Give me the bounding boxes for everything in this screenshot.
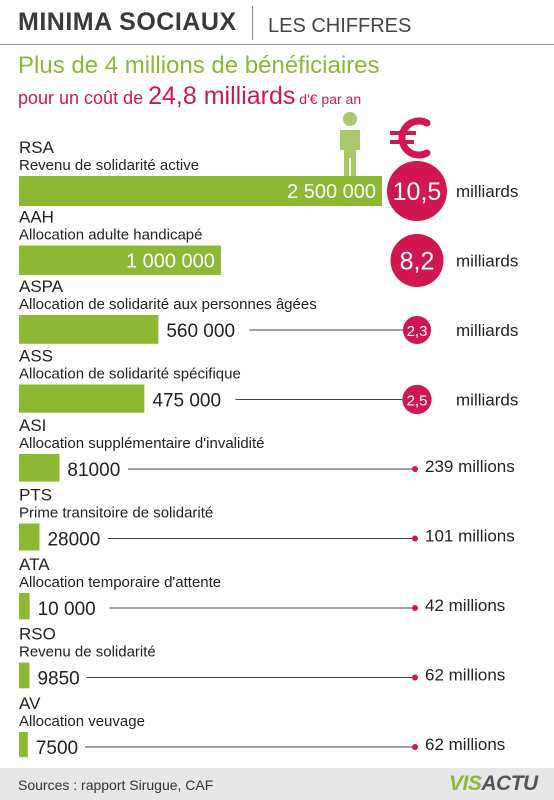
row-code-rso: RSO xyxy=(19,625,56,644)
bar-ass xyxy=(19,384,145,413)
source-note: Sources : rapport Sirugue, CAF xyxy=(18,777,214,793)
cost-value-aspa: 2,3 xyxy=(407,323,428,340)
person-icon xyxy=(340,112,360,180)
row-name-pts: Prime transitoire de solidarité xyxy=(19,505,213,522)
bar-rso xyxy=(19,662,30,689)
cost-value-ass: 2,5 xyxy=(407,393,428,410)
cost-dot-av xyxy=(412,744,418,750)
cost-unit-aah: milliards xyxy=(456,252,518,271)
count-label-ata: 10 000 xyxy=(38,599,96,620)
cost-dot-asi xyxy=(412,466,418,472)
count-label-aspa: 560 000 xyxy=(166,321,235,342)
cost-unit-aspa: milliards xyxy=(456,321,518,340)
cost-value-asi: 239 millions xyxy=(425,457,515,476)
header-separator xyxy=(252,6,253,40)
count-label-rso: 9850 xyxy=(37,669,79,690)
page-title: MINIMA SOCIAUX xyxy=(18,8,237,36)
bar-av xyxy=(19,732,28,758)
cost-unit-ass: milliards xyxy=(456,391,518,410)
footer: Sources : rapport Sirugue, CAF VISACTU xyxy=(0,768,554,800)
count-label-ass: 475 000 xyxy=(152,391,221,412)
cost-value-aah: 8,2 xyxy=(400,248,435,276)
cost-value-ata: 42 millions xyxy=(425,596,505,615)
headline: Plus de 4 millions de bénéficiaires xyxy=(18,52,380,79)
row-code-ata: ATA xyxy=(19,555,50,574)
row-code-av: AV xyxy=(19,694,41,713)
row-name-ass: Allocation de solidarité spécifique xyxy=(19,366,241,383)
cost-dot-ata xyxy=(412,605,418,611)
row-code-aah: AAH xyxy=(19,208,54,227)
count-label-av: 7500 xyxy=(36,738,78,759)
subheadline-pre: pour un coût de xyxy=(18,88,149,108)
row-code-ass: ASS xyxy=(19,347,53,366)
header-rule xyxy=(0,44,554,45)
count-label-pts: 28000 xyxy=(47,530,100,551)
row-code-rsa: RSA xyxy=(19,138,55,157)
cost-circle-ass xyxy=(402,384,432,415)
subheadline-amount: 24,8 milliards xyxy=(148,82,296,110)
bar-aah xyxy=(19,245,221,275)
cost-circle-aspa xyxy=(402,315,432,345)
cost-circle-aah xyxy=(390,233,444,288)
bar-ata xyxy=(19,593,30,620)
euro-icon xyxy=(390,117,431,159)
cost-value-av: 62 millions xyxy=(425,735,505,754)
row-name-av: Allocation veuvage xyxy=(19,713,145,730)
logo-vis: VIS xyxy=(449,772,482,795)
cost-value-pts: 101 millions xyxy=(425,527,515,546)
header: MINIMA SOCIAUX LES CHIFFRES xyxy=(0,0,554,46)
bar-pts xyxy=(19,523,40,551)
logo-actu: ACTU xyxy=(481,772,538,795)
cost-dot-pts xyxy=(412,535,418,542)
euro-arc xyxy=(398,117,431,159)
row-code-asi: ASI xyxy=(19,416,46,435)
cost-unit-rsa: milliards xyxy=(456,182,518,201)
bar-asi xyxy=(19,454,60,482)
person-head xyxy=(343,112,357,126)
person-body xyxy=(340,130,360,180)
row-name-aspa: Allocation de solidarité aux personnes â… xyxy=(19,296,317,313)
row-name-asi: Allocation supplémentaire d'invalidité xyxy=(19,435,265,452)
cost-value-rso: 62 millions xyxy=(425,666,505,685)
count-label-rsa: 2 500 000 xyxy=(287,181,376,203)
bar-rsa xyxy=(19,176,382,206)
row-name-rso: Revenu de solidarité xyxy=(19,644,156,661)
row-name-rsa: Revenu de solidarité active xyxy=(19,157,199,174)
subheadline-post: d'€ par an xyxy=(295,91,362,107)
bar-aspa xyxy=(19,315,159,344)
cost-value-rsa: 10,5 xyxy=(393,178,442,206)
section-label: LES CHIFFRES xyxy=(268,15,412,37)
visactu-logo: VISACTU xyxy=(449,772,538,796)
row-name-ata: Allocation temporaire d'attente xyxy=(19,574,221,591)
cost-circle-rsa xyxy=(387,161,447,221)
count-label-asi: 81000 xyxy=(67,460,120,481)
row-name-aah: Allocation adulte handicapé xyxy=(19,227,202,244)
row-code-aspa: ASPA xyxy=(19,277,64,296)
count-label-aah: 1 000 000 xyxy=(126,251,215,273)
cost-dot-rso xyxy=(412,674,418,681)
row-code-pts: PTS xyxy=(19,486,52,505)
subheadline: pour un coût de 24,8 milliards d'€ par a… xyxy=(18,82,361,111)
